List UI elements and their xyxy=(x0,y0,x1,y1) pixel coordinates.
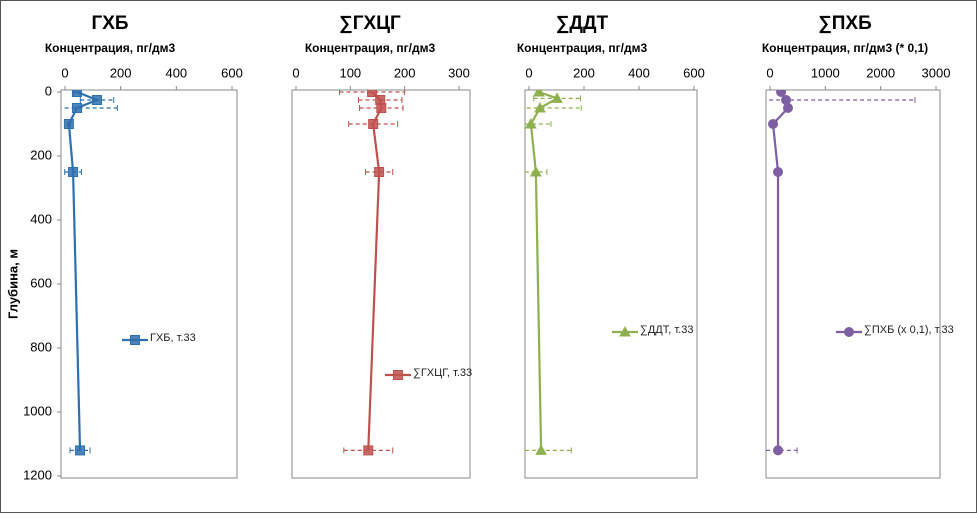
y-tick-label: 800 xyxy=(30,339,52,354)
x-tick-label: 400 xyxy=(628,65,650,80)
point xyxy=(68,167,79,177)
y-axis-label: Глубина, м xyxy=(5,249,20,319)
point xyxy=(782,103,793,113)
legend-marker xyxy=(393,370,403,380)
plot-frame xyxy=(524,89,698,479)
point xyxy=(768,119,779,129)
legend-box: ∑ПХБ (x 0,1), т.33 xyxy=(864,324,954,336)
plot-frame xyxy=(291,89,471,479)
x-axis-label: Концентрация, пг/дм3 (* 0,1) xyxy=(762,41,928,55)
y-tick-label: 0 xyxy=(45,83,52,98)
x-tick-label: 200 xyxy=(394,65,416,80)
plot-frame xyxy=(765,89,941,479)
legend-marker xyxy=(619,325,631,337)
point xyxy=(367,90,378,97)
chart-title: ∑ПХБ xyxy=(818,13,872,34)
x-tick-label: 3000 xyxy=(922,65,951,80)
legend-label: ∑ПХБ (x 0,1), т.33 xyxy=(864,324,954,336)
point xyxy=(551,92,563,103)
legend-label: ГХБ, т.33 xyxy=(150,332,196,344)
series xyxy=(61,90,118,456)
x-tick-label: 100 xyxy=(339,65,361,80)
point xyxy=(75,445,86,456)
chart-title: ∑ГХЦГ xyxy=(339,13,401,34)
legend-box: ∑ДДТ, т.33 xyxy=(640,324,694,336)
chart-title: ∑ДДТ xyxy=(556,13,609,34)
legend-box: ∑ГХЦГ, т.33 xyxy=(413,367,473,379)
y-tick-label: 200 xyxy=(30,147,52,162)
point xyxy=(368,119,379,129)
x-tick-label: 400 xyxy=(165,65,187,80)
point xyxy=(535,444,547,455)
x-tick-label: 2000 xyxy=(866,65,895,80)
x-tick-label: 1000 xyxy=(811,65,840,80)
x-tick-label: 200 xyxy=(110,65,132,80)
plot-frame xyxy=(60,89,238,479)
point xyxy=(92,95,103,105)
point xyxy=(63,119,74,129)
x-axis-label: Концентрация, пг/дм3 xyxy=(45,41,176,55)
y-tick-label: 1200 xyxy=(23,467,52,482)
x-tick-label: 0 xyxy=(61,65,68,80)
series xyxy=(766,90,916,456)
series xyxy=(338,90,406,456)
series-line xyxy=(529,90,560,451)
point xyxy=(71,103,82,113)
legend-box: ГХБ, т.33 xyxy=(150,332,196,344)
y-tick-label: 600 xyxy=(30,275,52,290)
point xyxy=(374,167,385,177)
x-axis-label: Концентрация, пг/дм3 xyxy=(305,41,436,55)
series xyxy=(525,90,582,455)
x-tick-label: 0 xyxy=(766,65,773,80)
point xyxy=(363,445,374,456)
x-tick-label: 0 xyxy=(292,65,299,80)
x-tick-label: 200 xyxy=(573,65,595,80)
point xyxy=(534,101,546,113)
point xyxy=(376,103,387,113)
x-tick-label: 0 xyxy=(525,65,532,80)
point xyxy=(530,165,542,177)
x-tick-label: 300 xyxy=(448,65,470,80)
x-tick-label: 600 xyxy=(683,65,705,80)
point xyxy=(71,90,82,97)
point xyxy=(533,90,545,97)
y-tick-label: 400 xyxy=(30,211,52,226)
legend-marker xyxy=(130,335,140,345)
y-tick-label: 1000 xyxy=(23,403,52,418)
point xyxy=(773,445,784,456)
x-tick-label: 600 xyxy=(221,65,243,80)
point xyxy=(525,117,537,129)
legend-label: ∑ДДТ, т.33 xyxy=(640,324,694,336)
point xyxy=(773,167,784,177)
x-axis-label: Концентрация, пг/дм3 xyxy=(517,41,648,55)
point xyxy=(776,90,787,97)
legend-marker xyxy=(844,327,854,337)
legend-label: ∑ГХЦГ, т.33 xyxy=(413,367,473,379)
chart-title: ГХБ xyxy=(91,13,128,34)
